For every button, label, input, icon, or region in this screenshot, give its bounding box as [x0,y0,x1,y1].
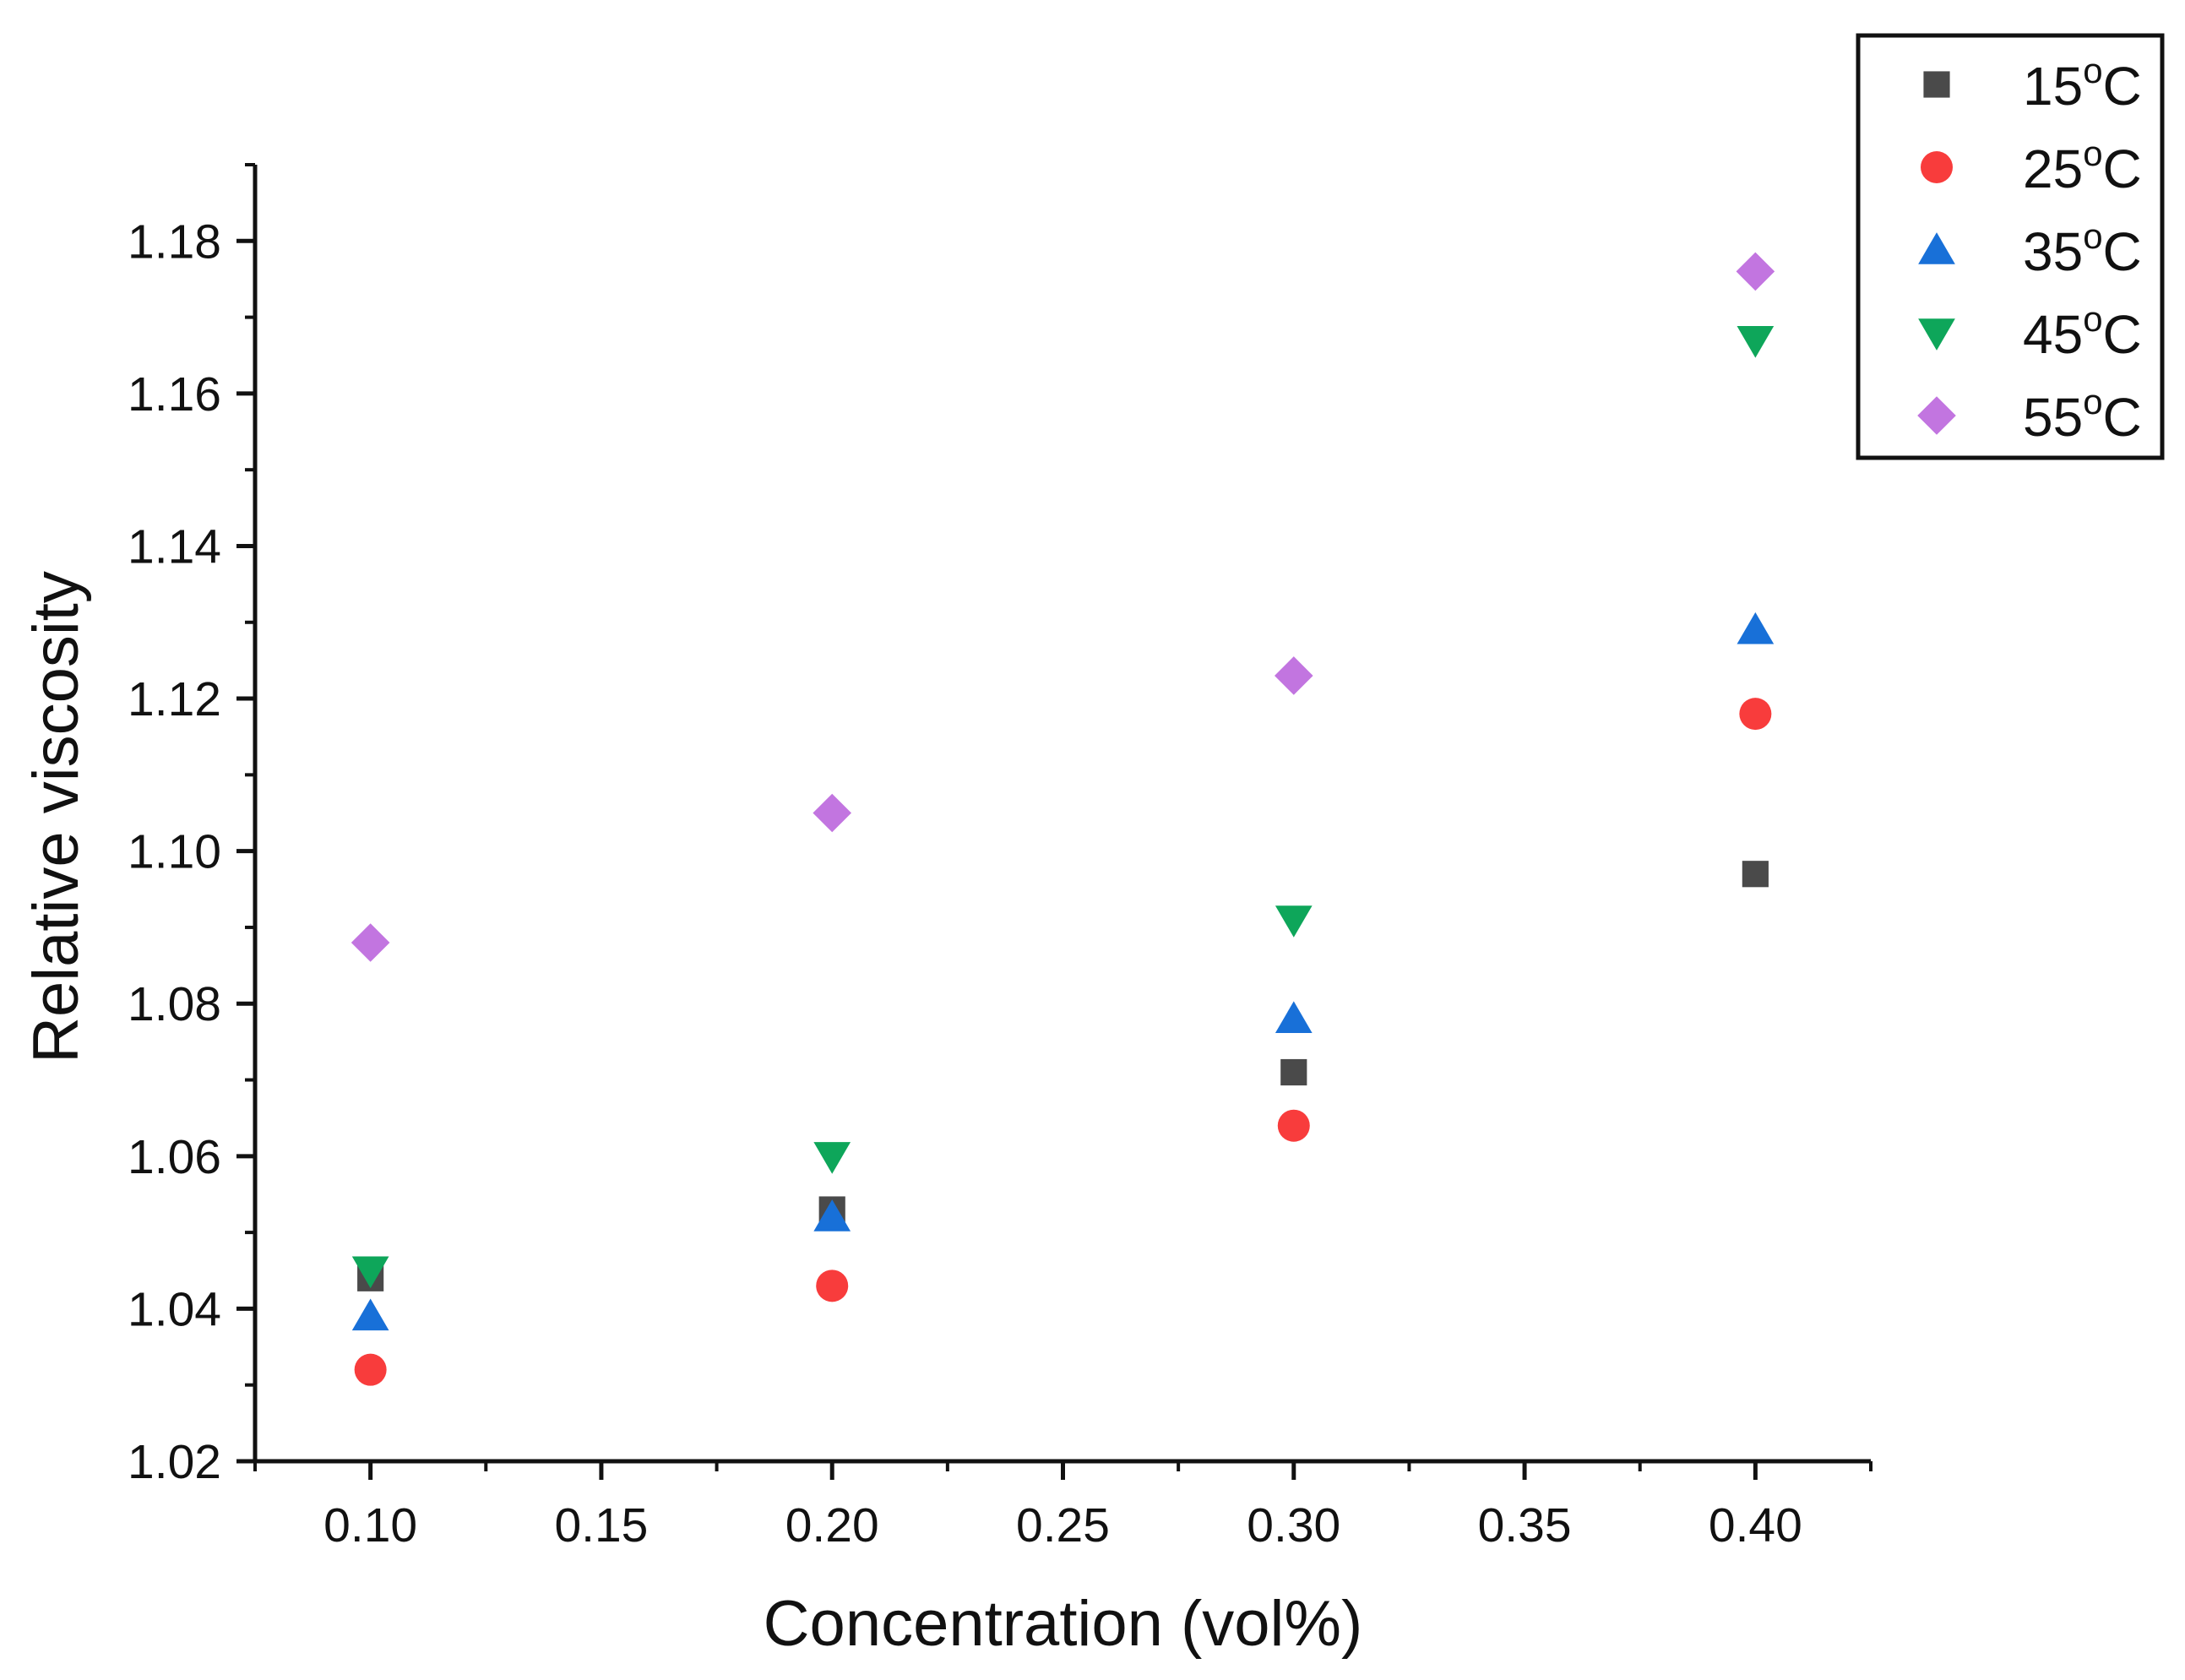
data-point-15C [1280,1058,1307,1086]
legend-label-15C: 15oC [2023,51,2142,117]
x-tick-label: 0.25 [1016,1498,1110,1552]
data-point-35C [813,1199,851,1231]
y-tick-label: 1.18 [128,215,221,269]
data-point-35C [1275,1001,1313,1034]
data-point-45C [1275,905,1313,938]
data-point-45C [813,1142,851,1174]
data-point-55C [813,793,852,833]
data-point-35C [1737,612,1775,644]
x-tick-label: 0.20 [785,1498,879,1552]
legend-marker-45C [1918,318,1955,351]
y-tick-label: 1.16 [128,367,221,421]
x-axis-title: Concentration (vol%) [764,1588,1363,1660]
legend-label-45C: 45oC [2023,299,2142,365]
data-point-25C [816,1270,849,1302]
y-tick-label: 1.14 [128,519,221,574]
y-axis-ticks: 1.02 1.04 1.06 1.08 1.10 1.12 1.14 1.16 1.18 [128,163,255,1489]
legend-label-55C: 55oC [2023,382,2142,448]
legend-label-25C: 25oC [2023,133,2142,199]
legend-label-35C: 35oC [2023,216,2142,282]
y-axis-title: Relative viscosity [20,571,92,1063]
data-point-35C [351,1298,389,1331]
data-points [351,252,1775,1386]
data-point-25C [1739,698,1772,731]
y-tick-label: 1.06 [128,1130,221,1184]
x-tick-label: 0.35 [1478,1498,1572,1552]
y-tick-label: 1.02 [128,1435,221,1489]
data-point-55C [1736,252,1775,291]
data-point-25C [354,1353,387,1386]
x-tick-label: 0.40 [1709,1498,1802,1552]
x-tick-label: 0.30 [1247,1498,1340,1552]
legend-box [1856,33,2165,460]
x-axis-ticks: 0.10 0.15 0.20 0.25 0.30 0.35 0.40 [253,1461,1872,1552]
data-point-45C [351,1256,389,1289]
legend-marker-35C [1918,232,1955,264]
legend: 15oC 25oC 35oC 45oC 55oC [1856,33,2165,460]
legend-marker-55C [1917,396,1956,435]
y-tick-label: 1.04 [128,1282,221,1336]
data-point-55C [351,923,390,962]
data-point-55C [1274,656,1313,695]
data-point-45C [1737,325,1775,358]
data-point-15C [1742,861,1769,888]
legend-marker-15C [1923,71,1950,98]
x-tick-label: 0.10 [323,1498,417,1552]
data-point-25C [1277,1109,1310,1142]
legend-marker-25C [1921,151,1953,183]
y-tick-label: 1.12 [128,672,221,726]
x-tick-label: 0.15 [554,1498,648,1552]
y-tick-label: 1.10 [128,825,221,879]
y-tick-label: 1.08 [128,977,221,1031]
